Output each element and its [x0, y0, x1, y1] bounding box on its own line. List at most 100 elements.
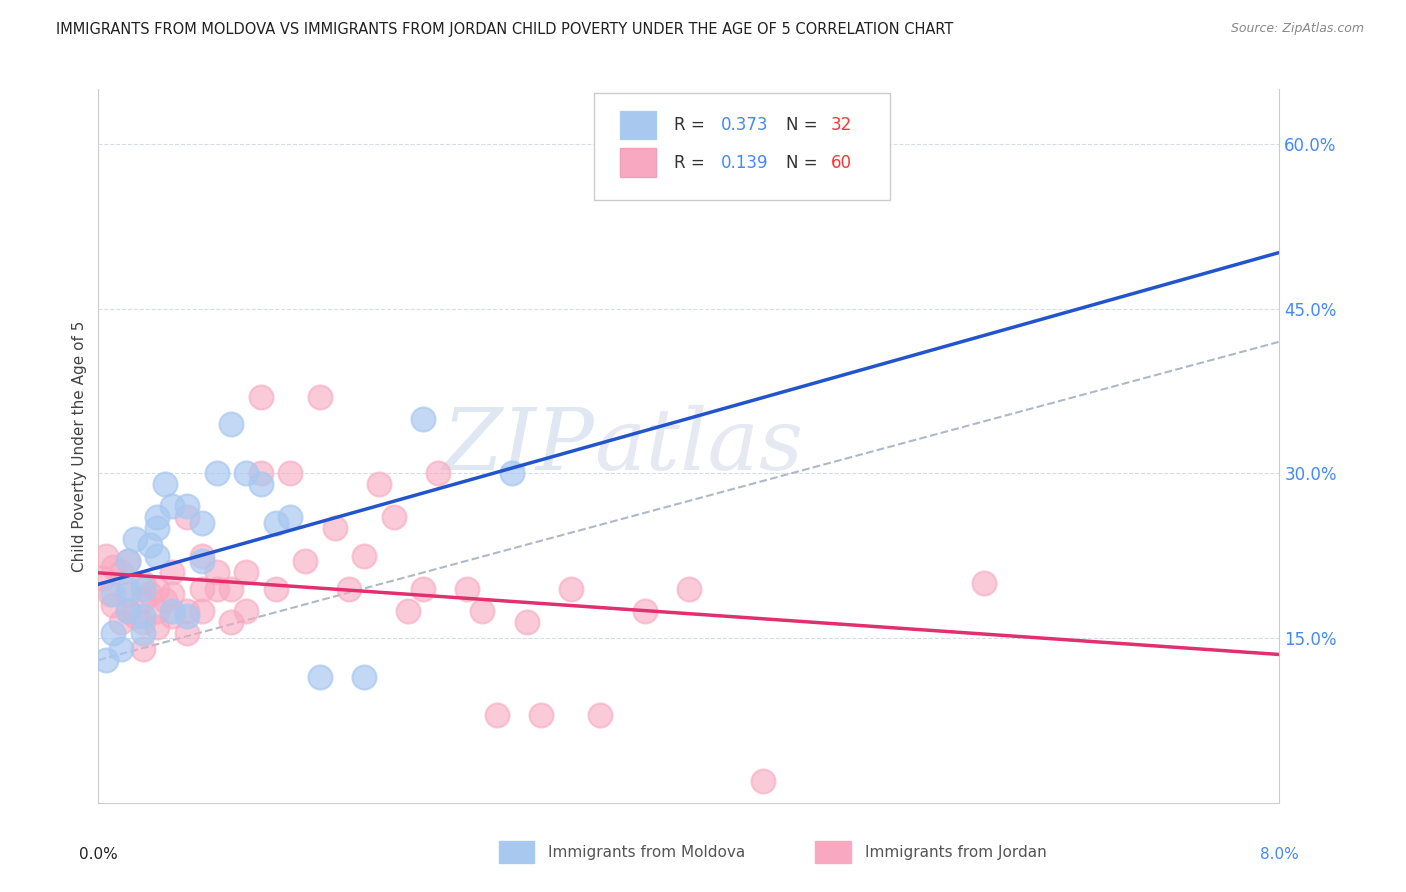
Text: N =: N = [786, 153, 823, 171]
Point [678, 582, 700, 596]
Point [235, 604, 257, 618]
Point [560, 582, 582, 596]
Y-axis label: Child Poverty Under the Age of 5: Child Poverty Under the Age of 5 [72, 320, 87, 572]
Point [132, 609, 155, 624]
Point [146, 521, 169, 535]
Point [235, 566, 257, 580]
Text: IMMIGRANTS FROM MOLDOVA VS IMMIGRANTS FROM JORDAN CHILD POVERTY UNDER THE AGE OF: IMMIGRANTS FROM MOLDOVA VS IMMIGRANTS FR… [56, 22, 953, 37]
Point [515, 615, 537, 629]
Point [205, 582, 228, 596]
Point [191, 549, 214, 563]
Point [146, 620, 169, 634]
Point [471, 604, 494, 618]
Point [98, 587, 121, 601]
Point [132, 625, 155, 640]
Point [132, 592, 155, 607]
Text: R =: R = [673, 153, 710, 171]
FancyBboxPatch shape [620, 148, 655, 177]
Point [103, 587, 125, 601]
Point [110, 642, 132, 657]
Point [278, 467, 302, 481]
Point [146, 604, 169, 618]
Point [94, 549, 117, 563]
Point [176, 609, 198, 624]
Point [973, 576, 995, 591]
Point [501, 467, 523, 481]
Point [103, 625, 125, 640]
Point [396, 604, 419, 618]
Point [94, 653, 117, 667]
Point [264, 582, 287, 596]
Text: Immigrants from Jordan: Immigrants from Jordan [865, 846, 1046, 860]
Text: Source: ZipAtlas.com: Source: ZipAtlas.com [1230, 22, 1364, 36]
Point [146, 549, 169, 563]
Point [219, 417, 242, 431]
Point [176, 625, 198, 640]
Point [323, 521, 346, 535]
Point [162, 500, 183, 514]
Point [132, 615, 155, 629]
Point [162, 566, 183, 580]
Point [485, 708, 508, 723]
Point [382, 510, 405, 524]
Point [337, 582, 360, 596]
Point [162, 609, 183, 624]
Point [153, 592, 176, 607]
Point [308, 390, 332, 404]
Point [139, 538, 162, 552]
Point [176, 500, 198, 514]
Point [308, 669, 332, 683]
Point [250, 467, 273, 481]
Point [110, 566, 132, 580]
Point [176, 510, 198, 524]
Point [294, 554, 316, 568]
Point [412, 582, 434, 596]
Text: 32: 32 [831, 116, 852, 134]
Point [132, 582, 155, 596]
Text: R =: R = [673, 116, 710, 134]
Point [103, 559, 125, 574]
Point [191, 516, 214, 530]
Point [278, 510, 302, 524]
Point [191, 604, 214, 618]
Point [589, 708, 612, 723]
Point [205, 467, 228, 481]
Point [146, 582, 169, 596]
Point [91, 571, 114, 585]
Point [162, 604, 183, 618]
Point [117, 582, 139, 596]
Point [353, 549, 375, 563]
Point [353, 669, 375, 683]
Point [456, 582, 478, 596]
Text: 8.0%: 8.0% [1260, 847, 1299, 862]
Point [367, 477, 389, 491]
Point [191, 582, 214, 596]
Point [219, 582, 242, 596]
Point [110, 615, 132, 629]
Text: ZIP: ZIP [443, 405, 595, 487]
Point [162, 587, 183, 601]
Text: 0.139: 0.139 [721, 153, 768, 171]
Point [176, 604, 198, 618]
Point [139, 587, 162, 601]
Point [412, 411, 434, 425]
Point [124, 533, 146, 547]
Point [250, 390, 273, 404]
Text: N =: N = [786, 116, 823, 134]
Point [235, 467, 257, 481]
Point [751, 773, 773, 788]
Point [117, 554, 139, 568]
Point [205, 566, 228, 580]
Point [219, 615, 242, 629]
Point [117, 604, 139, 618]
Point [250, 477, 273, 491]
Point [146, 510, 169, 524]
Point [103, 598, 125, 612]
Point [191, 554, 214, 568]
Text: atlas: atlas [595, 405, 804, 487]
Point [153, 477, 176, 491]
Text: Immigrants from Moldova: Immigrants from Moldova [548, 846, 745, 860]
Point [530, 708, 553, 723]
FancyBboxPatch shape [595, 93, 890, 200]
Text: 60: 60 [831, 153, 852, 171]
